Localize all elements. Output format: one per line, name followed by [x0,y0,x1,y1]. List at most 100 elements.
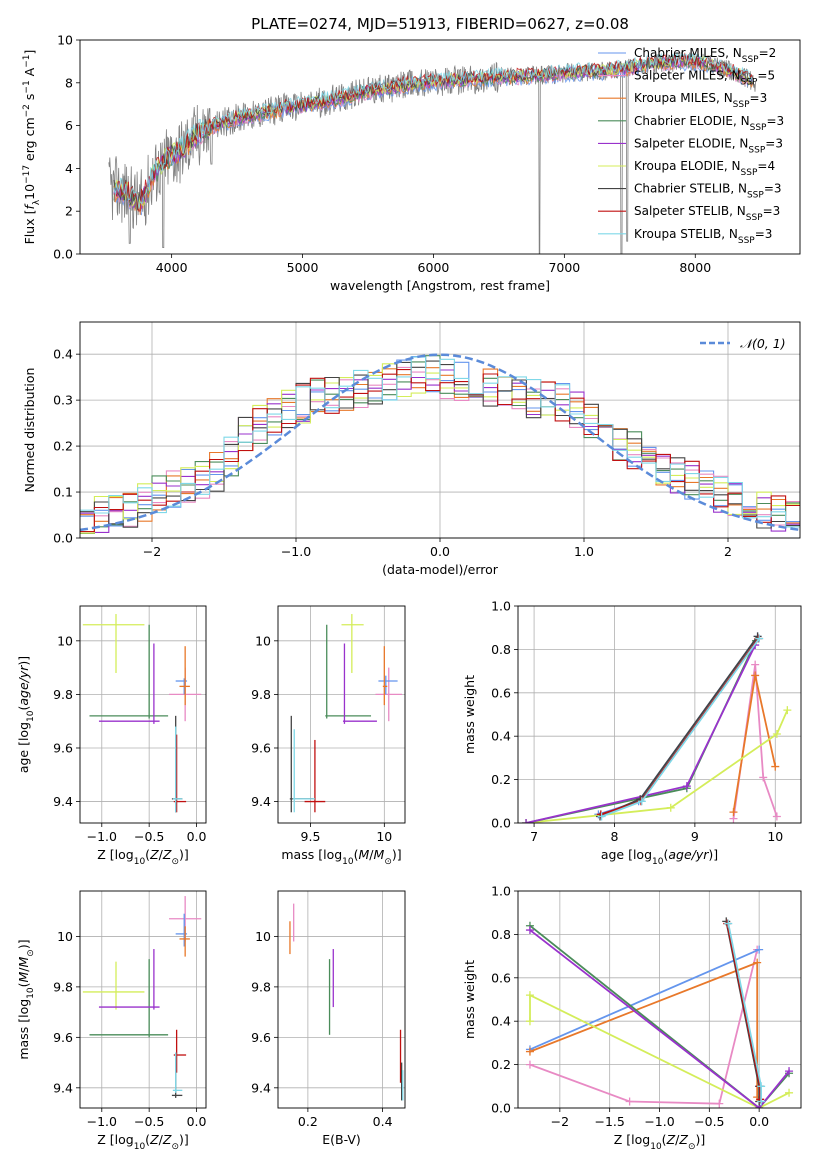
label-part: =3 [755,227,773,241]
label-part: M [374,847,385,862]
label-part: ⊙ [688,1142,696,1152]
label-part: Z [666,1132,676,1147]
y-tick-label: 9.6 [53,1030,73,1045]
label-part: Salpeter ELODIE, [634,136,739,150]
y-tick-label: 10 [255,929,271,944]
label-part: λ [32,199,42,205]
axes-frame [79,605,207,824]
label-part: ⊙ [26,949,36,957]
label-part: M [16,972,31,983]
x-tick-label: −0.5 [134,1114,164,1129]
label-part: =3 [766,114,784,128]
label-part: ⊙ [384,857,392,867]
errorbar-point [342,643,377,724]
label-part: SSP [748,145,765,155]
plus-marker [729,808,738,817]
y-tick-label: 9.8 [53,687,73,702]
y-tick-label: 0.3 [53,393,73,408]
plus-marker [525,991,534,1000]
label-part: Z [ [614,1132,631,1147]
label-part: )] [179,1132,189,1147]
x-tick-label: −2 [143,544,161,559]
y-tick-label: 9.6 [251,1030,271,1045]
y-axis-label: mass [log10(M/M⊙)] [16,939,36,1059]
plus-marker [597,812,606,821]
x-tick-label: 0.0 [187,1114,207,1129]
label-part: / [369,847,374,862]
x-tick-label: 0.0 [187,829,207,844]
plus-marker [525,926,534,935]
label-part: Z [678,1132,688,1147]
plus-marker [755,634,764,643]
label-part: Z [162,847,172,862]
label-part: ] [22,50,37,55]
label-part: N [737,204,746,218]
label-part: =3 [763,204,781,218]
x-tick-label: 6000 [418,260,450,275]
weight-series [529,993,790,1108]
label-part: mass [ [281,847,323,862]
label-part: 10 [134,857,146,867]
figure-title: PLATE=0274, MJD=51913, FIBERID=0627, z=0… [251,15,629,33]
label-part: Z [ [97,1132,114,1147]
y-tick-label: 0.8 [491,642,511,657]
plus-marker [751,671,760,680]
y-tick-label: 9.4 [251,1080,271,1095]
label-part: Salpeter STELIB, [634,204,737,218]
legend-entry: Chabrier MILES, NSSP=2 [634,46,776,65]
label-part: SSP [750,123,767,133]
y-tick-label: 10 [57,33,73,48]
y-tick-label: 0.4 [491,729,511,744]
weight-series [529,929,790,1108]
y-axis-label: Flux [fλ10−17 erg cm−2 s−1 A−1] [22,50,42,245]
axes-frame [277,605,406,824]
y-tick-label: 0.0 [491,1101,511,1116]
x-axis-label: Z [log10(Z/Z⊙)] [614,1132,706,1152]
y-tick-label: 9.6 [251,740,271,755]
label-part: wavelength [Angstrom, rest frame] [330,278,550,293]
x-tick-label: 10 [767,829,783,844]
x-tick-label: −1.0 [644,1114,674,1129]
label-part: mass weight [462,675,477,754]
x-axis-label: age [log10(age/yr)] [601,847,718,867]
x-tick-label: 0.0 [749,1114,769,1129]
errorbar-point [89,959,169,1038]
label-part: Chabrier MILES, [634,46,733,60]
legend-entry: Kroupa ELODIE, NSSP=4 [634,159,775,178]
y-tick-label: 0.6 [491,970,511,985]
plus-marker [751,660,760,669]
plus-marker [785,1067,794,1076]
plus-marker [525,1017,534,1026]
label-part: 10 [652,857,664,867]
x-tick-label: 8000 [679,260,711,275]
axes-frame [517,890,802,1109]
label-part: ( [663,847,668,862]
label-part: age [ [601,847,633,862]
label-part: age/yr [16,665,31,706]
x-tick-label: −1.0 [87,829,117,844]
label-part: −17 [22,165,32,184]
y-axis-label: age [log10(age/yr)] [16,656,36,773]
x-tick-label: 0.0 [430,544,450,559]
weight-series [529,948,760,1051]
plus-marker [783,706,792,715]
label-part: N [738,182,747,196]
weight-series [525,640,757,823]
label-part: ( [145,1132,150,1147]
label-part: (data-model)/error [382,562,499,577]
x-axis-label: wavelength [Angstrom, rest frame] [330,278,550,293]
plot-area [82,614,202,813]
label-part: N [733,46,742,60]
plot-area [82,896,202,1098]
model-spectrum-series [113,54,754,210]
label-part: log [115,1132,134,1147]
label-part: N [724,91,733,105]
plot-area [289,903,404,1101]
label-part: A [22,67,37,80]
y-tick-label: 6 [65,118,73,133]
y-tick-label: 4 [65,161,73,176]
plot-area [108,52,756,254]
